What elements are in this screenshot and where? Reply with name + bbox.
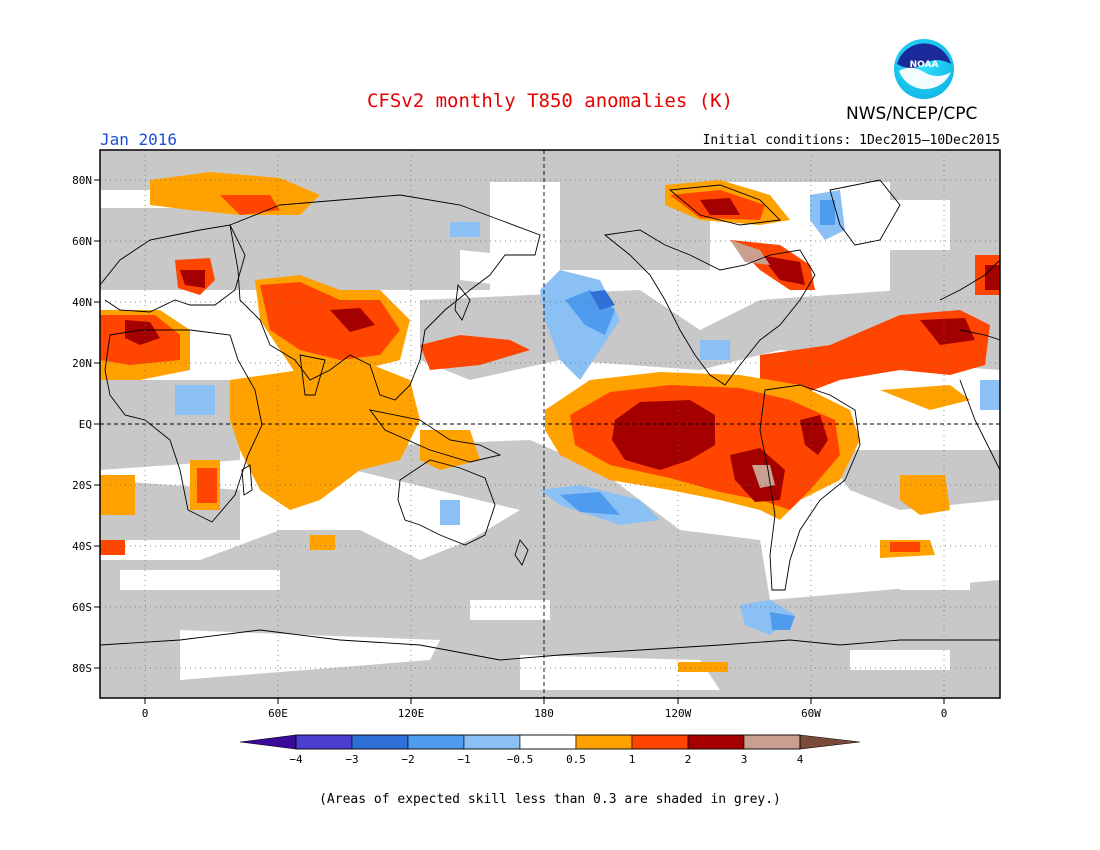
lon-label: 60E (268, 707, 288, 720)
legend-swatch (631, 734, 689, 750)
latitude-labels: 80N 60N 40N 20N EQ 20S 40S 60S 80S (72, 174, 92, 675)
legend-swatch (743, 734, 801, 750)
legend-label: −0.5 (507, 753, 534, 766)
lon-label: 60W (801, 707, 821, 720)
lat-label: 80S (72, 662, 92, 675)
legend-label: 3 (741, 753, 748, 766)
legend-label: −4 (289, 753, 303, 766)
noaa-logo-icon: NOAA (894, 39, 954, 99)
map-grid (100, 150, 1000, 698)
lat-label: EQ (79, 418, 92, 431)
lat-label: 40S (72, 540, 92, 553)
page-title: CFSv2 monthly T850 anomalies (K) (366, 90, 734, 112)
forecast-month: Jan 2016 (100, 130, 178, 149)
legend-label: 4 (797, 753, 804, 766)
tick-marks (94, 179, 945, 704)
initial-conditions: Initial conditions: 1Dec2015—10Dec2015 (702, 133, 1000, 148)
negative-anomalies (175, 190, 1000, 635)
lat-label: 40N (72, 296, 92, 309)
legend-swatch (687, 734, 745, 750)
legend-swatch (799, 734, 861, 750)
legend-label: −2 (401, 753, 414, 766)
lon-label: 0 (142, 707, 149, 720)
legend-label: 2 (685, 753, 692, 766)
legend-label: 0.5 (566, 753, 586, 766)
legend-swatch (407, 734, 465, 750)
anomaly-shading (100, 150, 1000, 698)
lon-label: 120W (665, 707, 692, 720)
color-legend: −4 −3 −2 −1 −0.5 0.5 1 2 3 4 (239, 734, 861, 766)
legend-label: 1 (629, 753, 636, 766)
skill-footnote: (Areas of expected skill less than 0.3 a… (319, 792, 781, 807)
map-reference-lines (100, 150, 1000, 698)
coastlines (100, 179, 1000, 661)
legend-swatch (519, 734, 577, 750)
lon-label: 0 (941, 707, 948, 720)
legend-label: −1 (457, 753, 470, 766)
svg-text:NOAA: NOAA (910, 60, 939, 70)
lon-label: 180 (534, 707, 554, 720)
legend-swatch (239, 734, 297, 750)
lat-label: 20S (72, 479, 92, 492)
legend-swatch (463, 734, 521, 750)
legend-swatch (295, 734, 353, 750)
lat-label: 60N (72, 235, 92, 248)
organization-label: NWS/NCEP/CPC (846, 104, 978, 124)
lon-label: 120E (398, 707, 425, 720)
longitude-labels: 0 60E 120E 180 120W 60W 0 (142, 707, 948, 720)
lat-label: 20N (72, 357, 92, 370)
lat-label: 80N (72, 174, 92, 187)
legend-swatch (575, 734, 633, 750)
legend-swatch (351, 734, 409, 750)
lat-label: 60S (72, 601, 92, 614)
legend-label: −3 (345, 753, 358, 766)
